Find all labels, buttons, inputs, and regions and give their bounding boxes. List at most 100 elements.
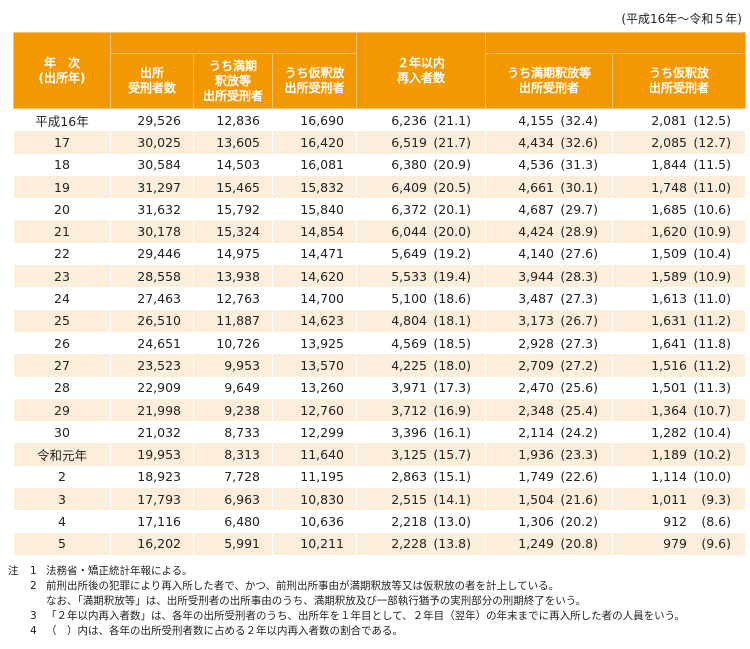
header-group-reentry [485, 32, 747, 54]
cell-year: 30 [13, 421, 111, 444]
cell-released-full: 6,480 [193, 510, 273, 533]
cell-released-parole: 16,690 [271, 108, 358, 132]
cell-reentry-parole: 1,589 (10.9) [612, 265, 747, 288]
cell-released: 29,526 [110, 108, 194, 132]
cell-released: 26,510 [110, 309, 194, 332]
cell-reentry-full: 2,114 (24.2) [485, 421, 614, 444]
cell-year: 18 [13, 153, 111, 176]
cell-released-parole: 13,925 [271, 331, 358, 355]
notes: 注 1 法務省・矯正統計年報による。 2 前刑出所後の犯罪により再入所した者で、かつ、前… [8, 564, 685, 639]
cell-released: 30,025 [110, 131, 194, 154]
cell-reentry-parole: 2,085 (12.7) [612, 131, 747, 154]
cell-reentry: 6,380 (20.9) [356, 153, 487, 176]
cell-released: 21,032 [110, 421, 194, 444]
header-reentry-full: うち満期釈放等 出所受刑者 [485, 53, 614, 109]
cell-released-full: 14,975 [193, 242, 273, 266]
cell-released-full: 9,649 [193, 376, 273, 399]
cell-reentry-parole: 1,364 (10.7) [612, 398, 747, 422]
cell-released-parole: 14,854 [271, 220, 358, 243]
cell-reentry-parole: 1,641 (11.8) [612, 331, 747, 355]
cell-released-full: 15,465 [193, 175, 273, 199]
cell-reentry: 2,228 (13.8) [356, 532, 487, 555]
cell-year: 2 [13, 465, 111, 489]
cell-released-full: 10,726 [193, 331, 273, 355]
cell-year: 26 [13, 331, 111, 355]
cell-year: 令和元年 [13, 443, 111, 466]
cell-reentry: 2,863 (15.1) [356, 465, 487, 489]
cell-reentry: 4,804 (18.1) [356, 309, 487, 332]
cell-released-full: 12,763 [193, 287, 273, 310]
cell-year: 21 [13, 220, 111, 243]
table-row: 23 28,558 13,938 14,620 5,533 (19.4) 3,944 (28.… [13, 265, 747, 288]
cell-reentry: 2,515 (14.1) [356, 488, 487, 511]
cell-reentry: 3,396 (16.1) [356, 421, 487, 444]
cell-reentry-full: 4,536 (31.3) [485, 153, 614, 176]
header-year: 年 次 (出所年) [13, 32, 111, 109]
cell-year: 24 [13, 287, 111, 310]
cell-reentry-full: 4,424 (28.9) [485, 220, 614, 243]
table-row: 24 27,463 12,763 14,700 5,100 (18.6) 3,487 (27.… [13, 287, 747, 310]
cell-reentry-full: 4,155 (32.4) [485, 108, 614, 132]
table-row: 20 31,632 15,792 15,840 6,372 (20.1) 4,687 (29.… [13, 198, 747, 221]
cell-reentry-parole: 1,509 (10.4) [612, 242, 747, 266]
cell-reentry: 4,225 (18.0) [356, 354, 487, 377]
cell-reentry-full: 4,687 (29.7) [485, 198, 614, 221]
cell-reentry-full: 3,487 (27.3) [485, 287, 614, 310]
cell-released: 21,998 [110, 398, 194, 422]
cell-released-full: 15,324 [193, 220, 273, 243]
cell-year: 22 [13, 242, 111, 266]
cell-reentry: 5,100 (18.6) [356, 287, 487, 310]
cell-released-full: 12,836 [193, 108, 273, 132]
cell-released-parole: 16,081 [271, 153, 358, 176]
cell-reentry-parole: 1,282 (10.4) [612, 421, 747, 444]
cell-reentry-full: 4,661 (30.1) [485, 175, 614, 199]
cell-released-full: 15,792 [193, 198, 273, 221]
cell-released: 31,297 [110, 175, 194, 199]
cell-year: 23 [13, 265, 111, 288]
table-row: 令和元年 19,953 8,313 11,640 3,125 (15.7) 1,936 (23… [13, 443, 747, 466]
table-row: 19 31,297 15,465 15,832 6,409 (20.5) 4,661 (30.… [13, 175, 747, 199]
cell-reentry-parole: 1,011 (9.3) [612, 488, 747, 511]
note-item: 注 1 法務省・矯正統計年報による。 [8, 565, 193, 577]
cell-reentry-full: 1,504 (21.6) [485, 488, 614, 511]
cell-reentry-full: 2,928 (27.3) [485, 331, 614, 355]
cell-reentry-full: 3,173 (26.7) [485, 309, 614, 332]
header-released: 出所 受刑者数 [110, 53, 194, 109]
cell-reentry-parole: 1,516 (11.2) [612, 354, 747, 377]
cell-reentry-full: 1,936 (23.3) [485, 443, 614, 466]
cell-released-parole: 14,620 [271, 265, 358, 288]
cell-reentry: 3,712 (16.9) [356, 398, 487, 422]
cell-released-parole: 14,471 [271, 242, 358, 266]
note-item: なお、「満期釈放等」は、出所受刑者の出所事由のうち、満期釈放及び一部執行猶予の実… [46, 595, 587, 607]
cell-year: 27 [13, 354, 111, 377]
cell-released-parole: 10,830 [271, 488, 358, 511]
cell-reentry-parole: 1,631 (11.2) [612, 309, 747, 332]
table-row: 平成16年 29,526 12,836 16,690 6,236 (21.1) 4,155(… [13, 108, 747, 132]
cell-reentry-parole: 979 (9.6) [612, 532, 747, 555]
cell-released-full: 8,733 [193, 421, 273, 444]
cell-released-full: 11,887 [193, 309, 273, 332]
cell-reentry-parole: 1,844 (11.5) [612, 153, 747, 176]
cell-released: 24,651 [110, 331, 194, 355]
cell-reentry-full: 2,709 (27.2) [485, 354, 614, 377]
table-row: 26 24,651 10,726 13,925 4,569 (18.5) 2,928 (27.… [13, 331, 747, 355]
table-row: 3 17,793 6,963 10,830 2,515 (14.1) 1,504 (21.6)… [13, 488, 747, 511]
table-row: 17 30,025 13,605 16,420 6,519 (21.7) 4,434 (32.… [13, 131, 747, 154]
cell-reentry-full: 1,306 (20.2) [485, 510, 614, 533]
cell-year: 4 [13, 510, 111, 533]
cell-year: 5 [13, 532, 111, 555]
cell-released: 17,116 [110, 510, 194, 533]
cell-reentry: 6,519 (21.7) [356, 131, 487, 154]
cell-year: 17 [13, 131, 111, 154]
cell-released-parole: 12,299 [271, 421, 358, 444]
cell-reentry: 2,218 (13.0) [356, 510, 487, 533]
cell-released-full: 13,938 [193, 265, 273, 288]
cell-reentry-parole: 1,685 (10.6) [612, 198, 747, 221]
cell-released: 19,953 [110, 443, 194, 466]
header-group-released [109, 32, 358, 54]
cell-released: 31,632 [110, 198, 194, 221]
cell-released-parole: 13,570 [271, 354, 358, 377]
cell-reentry: 6,409 (20.5) [356, 175, 487, 199]
cell-year: 平成16年 [13, 108, 111, 132]
